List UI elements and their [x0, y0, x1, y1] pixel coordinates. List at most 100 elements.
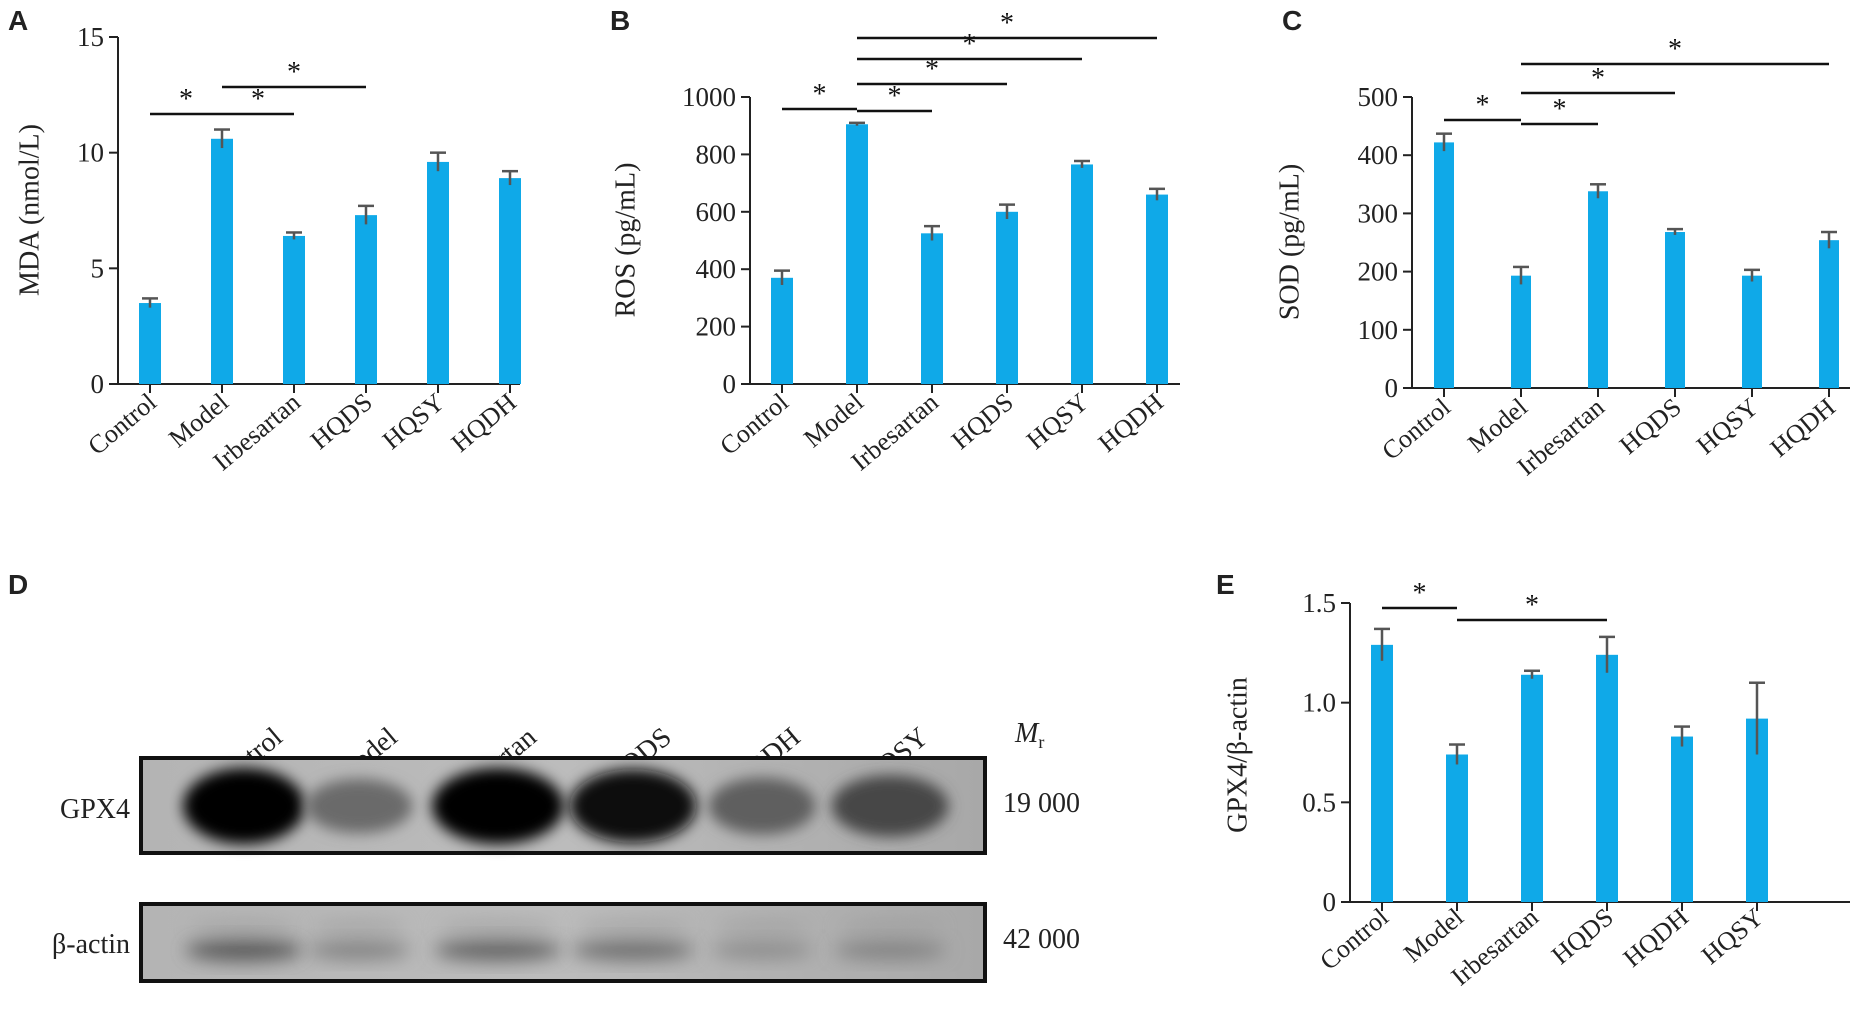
bar — [499, 178, 521, 384]
gpx4-membrane-frame — [139, 756, 987, 855]
mr-header: Mr — [1014, 718, 1044, 752]
y-tick-label: 0 — [1385, 373, 1399, 403]
bar — [283, 235, 305, 384]
bar — [1596, 654, 1618, 902]
y-axis-label: SOD (pg/mL) — [1275, 164, 1306, 320]
significance-star: * — [1668, 34, 1682, 65]
actin-mr-value: 42 000 — [1003, 924, 1080, 955]
bar — [1521, 674, 1543, 902]
x-tick-label: HQSY — [1021, 387, 1094, 455]
gpx4-band — [569, 769, 697, 843]
bar — [1071, 164, 1093, 384]
bar — [771, 277, 793, 384]
gpx4-row-label: GPX4 — [60, 794, 130, 825]
y-tick-label: 300 — [1358, 198, 1399, 228]
significance-star: * — [287, 57, 301, 88]
actin-row-label: β-actin — [52, 929, 130, 960]
actin-band-smear — [714, 920, 810, 936]
actin-band-smear — [837, 920, 943, 936]
y-tick-label: 10 — [77, 138, 104, 168]
bar — [211, 138, 233, 384]
gpx4-band — [831, 775, 949, 837]
x-tick-label: HQDS — [305, 387, 378, 455]
y-tick-label: 200 — [696, 312, 737, 342]
y-tick-label: 400 — [1358, 140, 1399, 170]
bar — [355, 215, 377, 384]
significance-star: * — [1000, 8, 1014, 39]
actin-band-smear — [189, 920, 299, 936]
bar — [996, 211, 1018, 384]
gpx4-band — [183, 768, 305, 844]
actin-band-smear — [311, 920, 407, 936]
y-tick-label: 100 — [1358, 315, 1399, 345]
significance-star: * — [963, 29, 977, 60]
x-tick-label: HQDH — [1093, 387, 1169, 458]
actin-membrane-frame — [139, 902, 987, 983]
y-axis-label: MDA (nmol/L) — [15, 124, 46, 296]
x-tick-label: Model — [1462, 392, 1533, 458]
significance-star: * — [251, 84, 265, 115]
panel-label-e: E — [1216, 569, 1235, 600]
actin-band — [434, 939, 562, 961]
significance-star: * — [813, 79, 827, 110]
y-tick-label: 5 — [91, 253, 105, 283]
x-tick-label: HQDH — [1618, 902, 1694, 973]
significance-star: * — [1476, 90, 1490, 121]
x-tick-label: HQSY — [377, 387, 450, 455]
bar — [921, 233, 943, 384]
significance-star: * — [179, 84, 193, 115]
significance-star: * — [888, 81, 902, 112]
actin-band — [185, 938, 303, 962]
x-tick-label: HQDS — [1546, 902, 1619, 970]
bar — [1371, 644, 1393, 902]
y-tick-label: 15 — [77, 22, 104, 52]
actin-band-smear — [575, 920, 691, 936]
bar — [1665, 232, 1685, 388]
significance-star: * — [925, 54, 939, 85]
x-tick-label: HQSY — [1691, 392, 1764, 460]
bar — [1671, 736, 1693, 902]
significance-star: * — [1413, 578, 1427, 609]
actin-band — [833, 940, 947, 960]
significance-star: * — [1553, 94, 1567, 125]
y-tick-label: 1000 — [682, 82, 736, 112]
panel-label-d: D — [8, 569, 28, 600]
bar — [846, 124, 868, 384]
gpx4-band — [432, 768, 564, 844]
panel-label-b: B — [610, 5, 630, 36]
bar — [1511, 275, 1531, 388]
bar — [427, 161, 449, 384]
y-axis-label: ROS (pg/mL) — [611, 163, 642, 318]
y-tick-label: 1.0 — [1302, 688, 1336, 718]
y-tick-label: 600 — [696, 197, 737, 227]
x-tick-label: HQDS — [1614, 392, 1687, 460]
bar — [1742, 275, 1762, 388]
x-tick-label: HQDS — [946, 387, 1019, 455]
bar — [1819, 240, 1839, 388]
panel-label-a: A — [8, 5, 28, 36]
gpx4-mr-value: 19 000 — [1003, 788, 1080, 819]
actin-band-smear — [438, 920, 558, 936]
y-tick-label: 400 — [696, 254, 737, 284]
y-tick-label: 0.5 — [1302, 787, 1336, 817]
gpx4-band — [305, 778, 413, 834]
bar — [1146, 194, 1168, 384]
x-tick-label: Control — [1376, 392, 1456, 465]
bar — [1434, 142, 1454, 388]
x-tick-label: HQSY — [1696, 902, 1769, 970]
actin-band — [710, 940, 814, 960]
y-tick-label: 0 — [1323, 887, 1337, 917]
panel-label-c: C — [1282, 5, 1302, 36]
x-tick-label: HQDH — [1765, 392, 1841, 463]
x-tick-label: Irbesartan — [1512, 392, 1610, 481]
y-tick-label: 200 — [1358, 257, 1399, 287]
y-tick-label: 500 — [1358, 82, 1399, 112]
gpx4-band — [708, 777, 816, 835]
y-tick-label: 0 — [723, 369, 737, 399]
significance-star: * — [1525, 590, 1539, 621]
y-tick-label: 800 — [696, 139, 737, 169]
